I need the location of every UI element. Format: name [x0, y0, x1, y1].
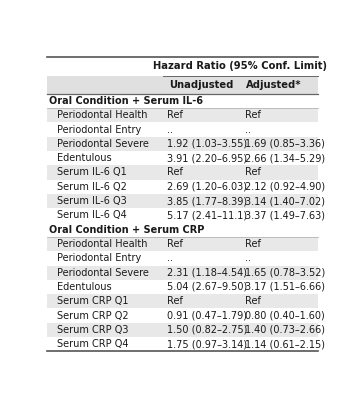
Text: 1.69 (0.85–3.36): 1.69 (0.85–3.36)	[245, 139, 324, 149]
Text: ..: ..	[245, 124, 251, 135]
Bar	[47, 237, 318, 251]
Bar	[47, 94, 318, 108]
Text: 1.50 (0.82–2.75): 1.50 (0.82–2.75)	[167, 325, 248, 335]
Text: Ref: Ref	[167, 239, 183, 249]
Text: Periodontal Severe: Periodontal Severe	[57, 139, 149, 149]
Text: 3.91 (2.20–6.95): 3.91 (2.20–6.95)	[167, 153, 247, 163]
Bar	[47, 180, 318, 194]
Text: Ref: Ref	[245, 296, 260, 306]
Text: 2.69 (1.20–6.03): 2.69 (1.20–6.03)	[167, 182, 247, 192]
Text: Serum IL-6 Q1: Serum IL-6 Q1	[57, 167, 127, 178]
Text: Ref: Ref	[245, 239, 260, 249]
Text: Periodontal Entry: Periodontal Entry	[57, 253, 141, 263]
Text: ..: ..	[245, 253, 251, 263]
Text: Periodontal Health: Periodontal Health	[57, 110, 147, 120]
Text: Unadjusted: Unadjusted	[169, 80, 233, 90]
Text: 3.85 (1.77–8.39): 3.85 (1.77–8.39)	[167, 196, 247, 206]
Text: ..: ..	[167, 253, 173, 263]
Bar	[47, 280, 318, 294]
Text: 3.37 (1.49–7.63): 3.37 (1.49–7.63)	[245, 210, 325, 220]
Text: Serum IL-6 Q4: Serum IL-6 Q4	[57, 210, 127, 220]
Text: 2.31 (1.18–4.54): 2.31 (1.18–4.54)	[167, 267, 247, 278]
Bar	[47, 122, 318, 137]
Text: 1.92 (1.03–3.55): 1.92 (1.03–3.55)	[167, 139, 247, 149]
Bar	[47, 251, 318, 265]
Bar	[47, 76, 318, 94]
Text: 0.91 (0.47–1.79): 0.91 (0.47–1.79)	[167, 310, 247, 321]
Text: Oral Condition + Serum CRP: Oral Condition + Serum CRP	[49, 225, 204, 235]
Text: 1.14 (0.61–2.15): 1.14 (0.61–2.15)	[245, 339, 325, 349]
Text: 2.12 (0.92–4.90): 2.12 (0.92–4.90)	[245, 182, 325, 192]
Bar	[47, 137, 318, 151]
Text: Serum CRP Q2: Serum CRP Q2	[57, 310, 129, 321]
Bar	[47, 57, 318, 76]
Text: 3.14 (1.40–7.02): 3.14 (1.40–7.02)	[245, 196, 325, 206]
Bar	[47, 337, 318, 351]
Text: 1.75 (0.97–3.14): 1.75 (0.97–3.14)	[167, 339, 247, 349]
Bar	[47, 165, 318, 180]
Text: Edentulous: Edentulous	[57, 282, 111, 292]
Text: Oral Condition + Serum IL-6: Oral Condition + Serum IL-6	[49, 96, 203, 106]
Text: Periodontal Severe: Periodontal Severe	[57, 267, 149, 278]
Text: Periodontal Health: Periodontal Health	[57, 239, 147, 249]
Bar	[47, 194, 318, 208]
Text: 5.17 (2.41–11.1): 5.17 (2.41–11.1)	[167, 210, 247, 220]
Text: Edentulous: Edentulous	[57, 153, 111, 163]
Text: 3.17 (1.51–6.66): 3.17 (1.51–6.66)	[245, 282, 325, 292]
Bar	[47, 294, 318, 308]
Bar	[47, 151, 318, 165]
Text: Periodontal Entry: Periodontal Entry	[57, 124, 141, 135]
Text: Ref: Ref	[167, 167, 183, 178]
Bar	[47, 222, 318, 237]
Text: 2.66 (1.34–5.29): 2.66 (1.34–5.29)	[245, 153, 325, 163]
Text: Serum IL-6 Q2: Serum IL-6 Q2	[57, 182, 127, 192]
Text: Serum CRP Q1: Serum CRP Q1	[57, 296, 129, 306]
Bar	[47, 308, 318, 323]
Bar	[47, 265, 318, 280]
Text: Ref: Ref	[245, 167, 260, 178]
Text: Ref: Ref	[167, 296, 183, 306]
Text: Ref: Ref	[167, 110, 183, 120]
Bar	[47, 108, 318, 122]
Text: 1.40 (0.73–2.66): 1.40 (0.73–2.66)	[245, 325, 325, 335]
Text: Ref: Ref	[245, 110, 260, 120]
Text: 1.65 (0.78–3.52): 1.65 (0.78–3.52)	[245, 267, 325, 278]
Text: Adjusted*: Adjusted*	[246, 80, 302, 90]
Text: 0.80 (0.40–1.60): 0.80 (0.40–1.60)	[245, 310, 324, 321]
Text: ..: ..	[167, 124, 173, 135]
Text: Serum IL-6 Q3: Serum IL-6 Q3	[57, 196, 127, 206]
Text: Serum CRP Q3: Serum CRP Q3	[57, 325, 129, 335]
Text: 5.04 (2.67–9.50): 5.04 (2.67–9.50)	[167, 282, 247, 292]
Bar	[47, 208, 318, 222]
Bar	[47, 323, 318, 337]
Text: Hazard Ratio (95% Conf. Limit): Hazard Ratio (95% Conf. Limit)	[153, 61, 328, 71]
Text: Serum CRP Q4: Serum CRP Q4	[57, 339, 129, 349]
